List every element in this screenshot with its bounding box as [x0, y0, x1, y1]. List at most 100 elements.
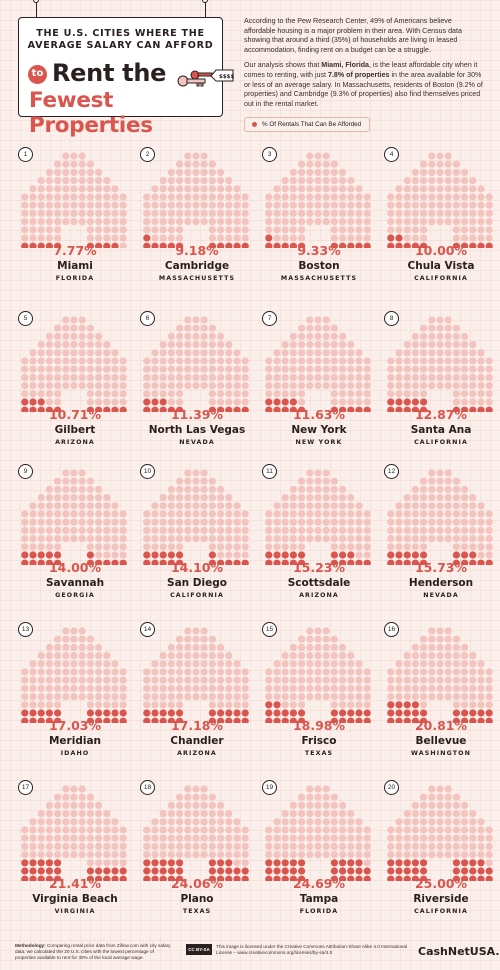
dot-unaffordable [485, 226, 493, 234]
dot-unaffordable [306, 365, 314, 373]
dot-unaffordable [322, 851, 330, 859]
dot-unaffordable [167, 851, 175, 859]
dot-unaffordable [119, 398, 127, 406]
dot-unaffordable [411, 341, 419, 349]
dot-unaffordable [314, 469, 322, 477]
dot-unaffordable [395, 209, 403, 217]
dot-unaffordable [265, 684, 273, 692]
dot-unaffordable [184, 365, 192, 373]
dot-unaffordable [444, 810, 452, 818]
dot-unaffordable [444, 160, 452, 168]
dot-unaffordable [78, 510, 86, 518]
dot-unaffordable [70, 826, 78, 834]
dot-unaffordable [485, 382, 493, 390]
dot-unaffordable [306, 693, 314, 701]
dot-affordable [167, 551, 175, 559]
title-line-2: Fewest Properties [29, 88, 153, 138]
dot-unaffordable [273, 365, 281, 373]
dot-unaffordable [411, 332, 419, 340]
dot-unaffordable [411, 842, 419, 850]
dot-unaffordable [363, 382, 371, 390]
dot-unaffordable [200, 160, 208, 168]
dot-affordable [167, 559, 175, 565]
dot-unaffordable [208, 234, 216, 242]
dot-unaffordable [387, 526, 395, 534]
dot-unaffordable [339, 398, 347, 406]
dot-unaffordable [339, 518, 347, 526]
dot-unaffordable [289, 676, 297, 684]
dot-unaffordable [265, 668, 273, 676]
dot-unaffordable [167, 701, 175, 709]
dot-unaffordable [184, 526, 192, 534]
dot-unaffordable [289, 185, 297, 193]
dot-unaffordable [21, 842, 29, 850]
dot-unaffordable [86, 826, 94, 834]
dot-unaffordable [200, 502, 208, 510]
dot-unaffordable [192, 168, 200, 176]
dot-unaffordable [176, 168, 184, 176]
dot-unaffordable [103, 526, 111, 534]
rank-badge: 3 [262, 147, 277, 162]
dot-unaffordable [45, 543, 53, 551]
dot-affordable [45, 551, 53, 559]
dot-unaffordable [485, 826, 493, 834]
dot-unaffordable [347, 693, 355, 701]
dot-unaffordable [29, 684, 37, 692]
dot-unaffordable [436, 834, 444, 842]
dot-unaffordable [176, 234, 184, 242]
dot-unaffordable [233, 826, 241, 834]
dot-affordable [225, 406, 233, 412]
city-card-riverside: 20 25.00% Riverside CALIFORNIA [384, 780, 494, 935]
dot-unaffordable [298, 810, 306, 818]
dot-unaffordable [485, 859, 493, 867]
dot-unaffordable [167, 373, 175, 381]
dot-unaffordable [200, 676, 208, 684]
dot-unaffordable [159, 660, 167, 668]
dot-unaffordable [444, 851, 452, 859]
city-card-bellevue: 16 20.81% Bellevue WASHINGTON [384, 622, 494, 777]
dot-unaffordable [485, 535, 493, 543]
dot-unaffordable [289, 684, 297, 692]
dot-unaffordable [330, 234, 338, 242]
dot-affordable [208, 559, 216, 565]
dot-unaffordable [70, 510, 78, 518]
dot-affordable [95, 242, 103, 248]
dot-unaffordable [395, 349, 403, 357]
dot-unaffordable [355, 209, 363, 217]
dot-unaffordable [444, 627, 452, 635]
dot-unaffordable [281, 365, 289, 373]
dot-unaffordable [403, 535, 411, 543]
dot-affordable [29, 242, 37, 248]
house-waffle-chart [265, 316, 371, 412]
dot-unaffordable [452, 218, 460, 226]
dot-unaffordable [151, 382, 159, 390]
dot-unaffordable [62, 510, 70, 518]
dot-unaffordable [387, 842, 395, 850]
dot-unaffordable [233, 660, 241, 668]
dot-unaffordable [29, 818, 37, 826]
dot-unaffordable [273, 201, 281, 209]
dot-affordable [241, 717, 249, 723]
dot-unaffordable [387, 218, 395, 226]
dot-affordable [420, 875, 428, 881]
dot-unaffordable [192, 469, 200, 477]
dot-unaffordable [444, 152, 452, 160]
dot-affordable [86, 875, 94, 881]
dot-affordable [159, 859, 167, 867]
dot-unaffordable [21, 676, 29, 684]
dot-unaffordable [143, 693, 151, 701]
dot-unaffordable [444, 201, 452, 209]
dot-unaffordable [143, 842, 151, 850]
dot-unaffordable [322, 834, 330, 842]
dot-unaffordable [461, 818, 469, 826]
dot-unaffordable [225, 551, 233, 559]
dot-unaffordable [225, 226, 233, 234]
dot-unaffordable [233, 693, 241, 701]
dot-unaffordable [444, 818, 452, 826]
dot-unaffordable [444, 494, 452, 502]
rank-badge: 2 [140, 147, 155, 162]
dot-unaffordable [184, 341, 192, 349]
dot-unaffordable [184, 357, 192, 365]
state-name: CALIFORNIA [170, 592, 224, 599]
dot-unaffordable [200, 693, 208, 701]
